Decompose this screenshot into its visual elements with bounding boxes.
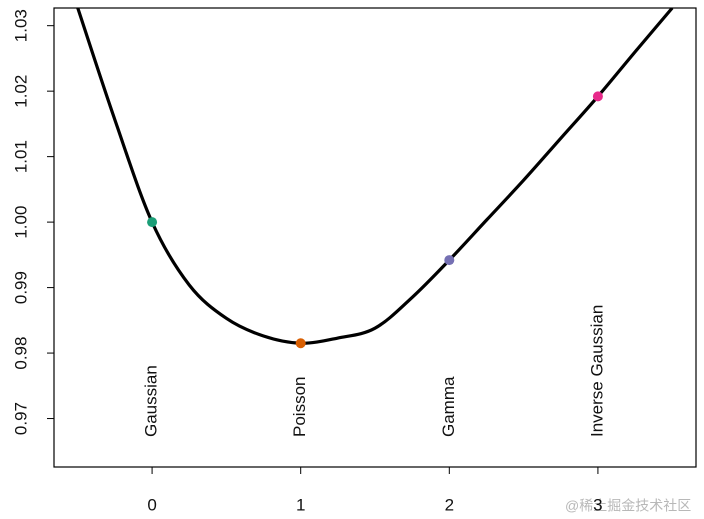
curve bbox=[76, 8, 674, 345]
y-tick-label: 0.98 bbox=[11, 337, 30, 370]
x-tick-label: 2 bbox=[445, 495, 454, 514]
y-tick-label: 1.01 bbox=[11, 140, 30, 173]
family-label: Inverse Gaussian bbox=[587, 305, 606, 437]
x-tick-label: 3 bbox=[593, 495, 602, 514]
y-tick-label: 0.97 bbox=[11, 402, 30, 435]
y-tick-label: 1.02 bbox=[11, 75, 30, 108]
watermark: @稀土掘金技术社区 bbox=[565, 498, 691, 514]
plot-frame bbox=[53, 7, 697, 468]
family-label: Poisson bbox=[290, 377, 309, 437]
y-tick-label: 1.00 bbox=[11, 206, 30, 239]
family-label: Gamma bbox=[439, 376, 458, 437]
family-label: Gaussian bbox=[142, 365, 161, 437]
x-tick-label: 1 bbox=[296, 495, 305, 514]
point bbox=[444, 255, 455, 266]
y-tick-label: 1.03 bbox=[11, 9, 30, 42]
y-tick-label: 0.99 bbox=[11, 271, 30, 304]
point bbox=[592, 91, 603, 102]
point bbox=[295, 338, 306, 349]
point bbox=[147, 217, 158, 228]
x-tick-label: 0 bbox=[147, 495, 156, 514]
